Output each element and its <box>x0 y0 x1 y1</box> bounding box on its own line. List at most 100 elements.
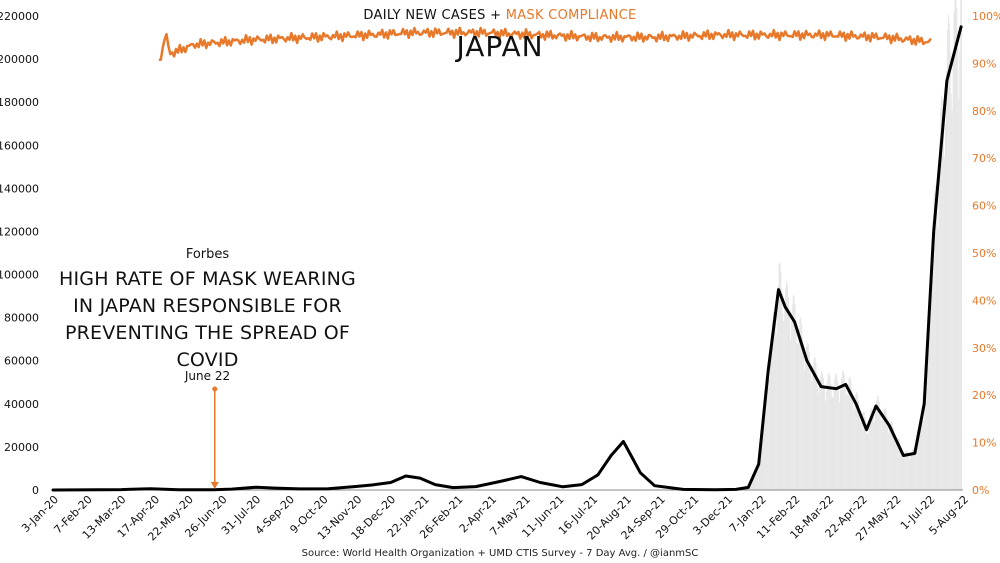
daily-case-bar <box>757 462 759 490</box>
daily-case-bar <box>778 263 780 490</box>
daily-case-bar <box>935 192 937 490</box>
daily-case-bar <box>805 356 807 490</box>
daily-case-bar <box>875 411 877 490</box>
daily-case-bar <box>828 372 830 490</box>
daily-case-bar <box>874 421 876 490</box>
y-right-tick-label: 20% <box>972 389 996 402</box>
daily-case-bar <box>784 301 786 490</box>
daily-case-bar <box>793 295 795 490</box>
daily-case-bar <box>938 180 940 490</box>
daily-case-bar <box>892 422 894 490</box>
daily-case-bar <box>754 475 756 490</box>
daily-case-bar <box>805 346 807 490</box>
daily-case-bar <box>869 415 871 490</box>
daily-case-bar <box>771 320 773 490</box>
daily-case-bar <box>907 451 909 490</box>
daily-case-bar <box>847 383 849 490</box>
daily-case-bar <box>769 379 771 490</box>
y-left-tick-label: 180000 <box>0 96 39 109</box>
daily-case-bar <box>884 407 886 490</box>
daily-case-bar <box>942 100 944 491</box>
y-right-tick-label: 60% <box>972 200 996 213</box>
y-left-tick-label: 0 <box>32 484 39 497</box>
daily-case-bar <box>808 351 810 490</box>
daily-case-bar <box>900 447 902 490</box>
daily-case-bar <box>802 336 804 490</box>
daily-case-bar <box>751 479 753 490</box>
daily-case-bar <box>782 313 784 490</box>
chart-title: DAILY NEW CASES + MASK COMPLIANCE <box>0 8 1000 23</box>
daily-case-bar <box>779 262 781 490</box>
daily-case-bar <box>928 314 930 490</box>
daily-case-bar <box>783 321 785 490</box>
y-right-tick-label: 30% <box>972 342 996 355</box>
daily-case-bar <box>891 420 893 490</box>
daily-case-bar <box>896 439 898 490</box>
daily-case-bar <box>917 437 919 490</box>
daily-case-bar <box>888 433 890 490</box>
daily-case-bar <box>864 417 866 490</box>
daily-case-bar <box>905 450 907 490</box>
y-left-tick-label: 20000 <box>4 441 39 454</box>
daily-case-bar <box>933 192 935 490</box>
daily-case-bar <box>904 452 906 490</box>
daily-case-bar <box>945 71 947 490</box>
daily-case-bar <box>761 441 763 490</box>
daily-case-bar <box>924 406 926 490</box>
daily-case-bar <box>806 342 808 490</box>
daily-case-bar <box>857 394 859 490</box>
daily-case-bar <box>781 289 783 490</box>
daily-case-bar <box>946 29 948 490</box>
daily-case-bar <box>750 482 752 490</box>
daily-case-bar <box>848 377 850 490</box>
daily-case-bar <box>906 450 908 490</box>
daily-case-bar <box>855 394 857 490</box>
daily-case-bar <box>912 448 914 490</box>
daily-case-bar <box>890 422 892 490</box>
daily-case-bar <box>770 356 772 490</box>
y-right-tick-label: 50% <box>972 247 996 260</box>
daily-case-bar <box>886 416 888 490</box>
daily-case-bar <box>948 22 950 491</box>
daily-case-bar <box>814 357 816 490</box>
daily-case-bar <box>931 257 933 490</box>
daily-case-bar <box>777 286 779 490</box>
daily-case-bar <box>845 395 847 490</box>
daily-case-bar <box>867 433 869 490</box>
daily-case-bar <box>791 305 793 490</box>
daily-case-bar <box>794 303 796 490</box>
daily-case-bar <box>923 420 925 490</box>
annotation-arrow-dot <box>212 386 218 392</box>
annotation-headline: HIGH RATE OF MASK WEARING IN JAPAN RESPO… <box>59 268 356 371</box>
daily-case-bar <box>835 373 837 490</box>
daily-case-bar <box>893 434 895 490</box>
daily-case-bar <box>818 393 820 490</box>
daily-case-bar <box>879 409 881 490</box>
daily-case-bar <box>899 442 901 490</box>
daily-case-bar <box>799 319 801 490</box>
daily-case-bar <box>921 413 923 490</box>
daily-case-bar <box>756 466 758 490</box>
source-footer: Source: World Health Organization + UMD … <box>301 548 699 559</box>
daily-case-bar <box>810 381 812 490</box>
daily-case-bar <box>790 321 792 490</box>
daily-case-bar <box>908 454 910 490</box>
daily-case-bar <box>953 12 955 491</box>
daily-case-bar <box>960 0 962 490</box>
daily-case-bar <box>889 426 891 490</box>
daily-case-bar <box>868 424 870 490</box>
daily-case-bar <box>957 47 959 491</box>
daily-case-bar <box>829 376 831 490</box>
daily-case-bar <box>817 386 819 490</box>
daily-case-bar <box>840 378 842 490</box>
daily-case-bar <box>826 380 828 490</box>
daily-case-bar <box>858 410 860 490</box>
title-mask-text: MASK COMPLIANCE <box>505 8 637 23</box>
daily-case-bar <box>841 371 843 490</box>
daily-case-bar <box>840 389 842 490</box>
daily-case-bar <box>920 414 922 490</box>
daily-case-bar <box>797 343 799 490</box>
daily-case-bar <box>936 212 938 490</box>
daily-case-bar <box>858 400 859 490</box>
daily-case-bar <box>852 401 854 490</box>
